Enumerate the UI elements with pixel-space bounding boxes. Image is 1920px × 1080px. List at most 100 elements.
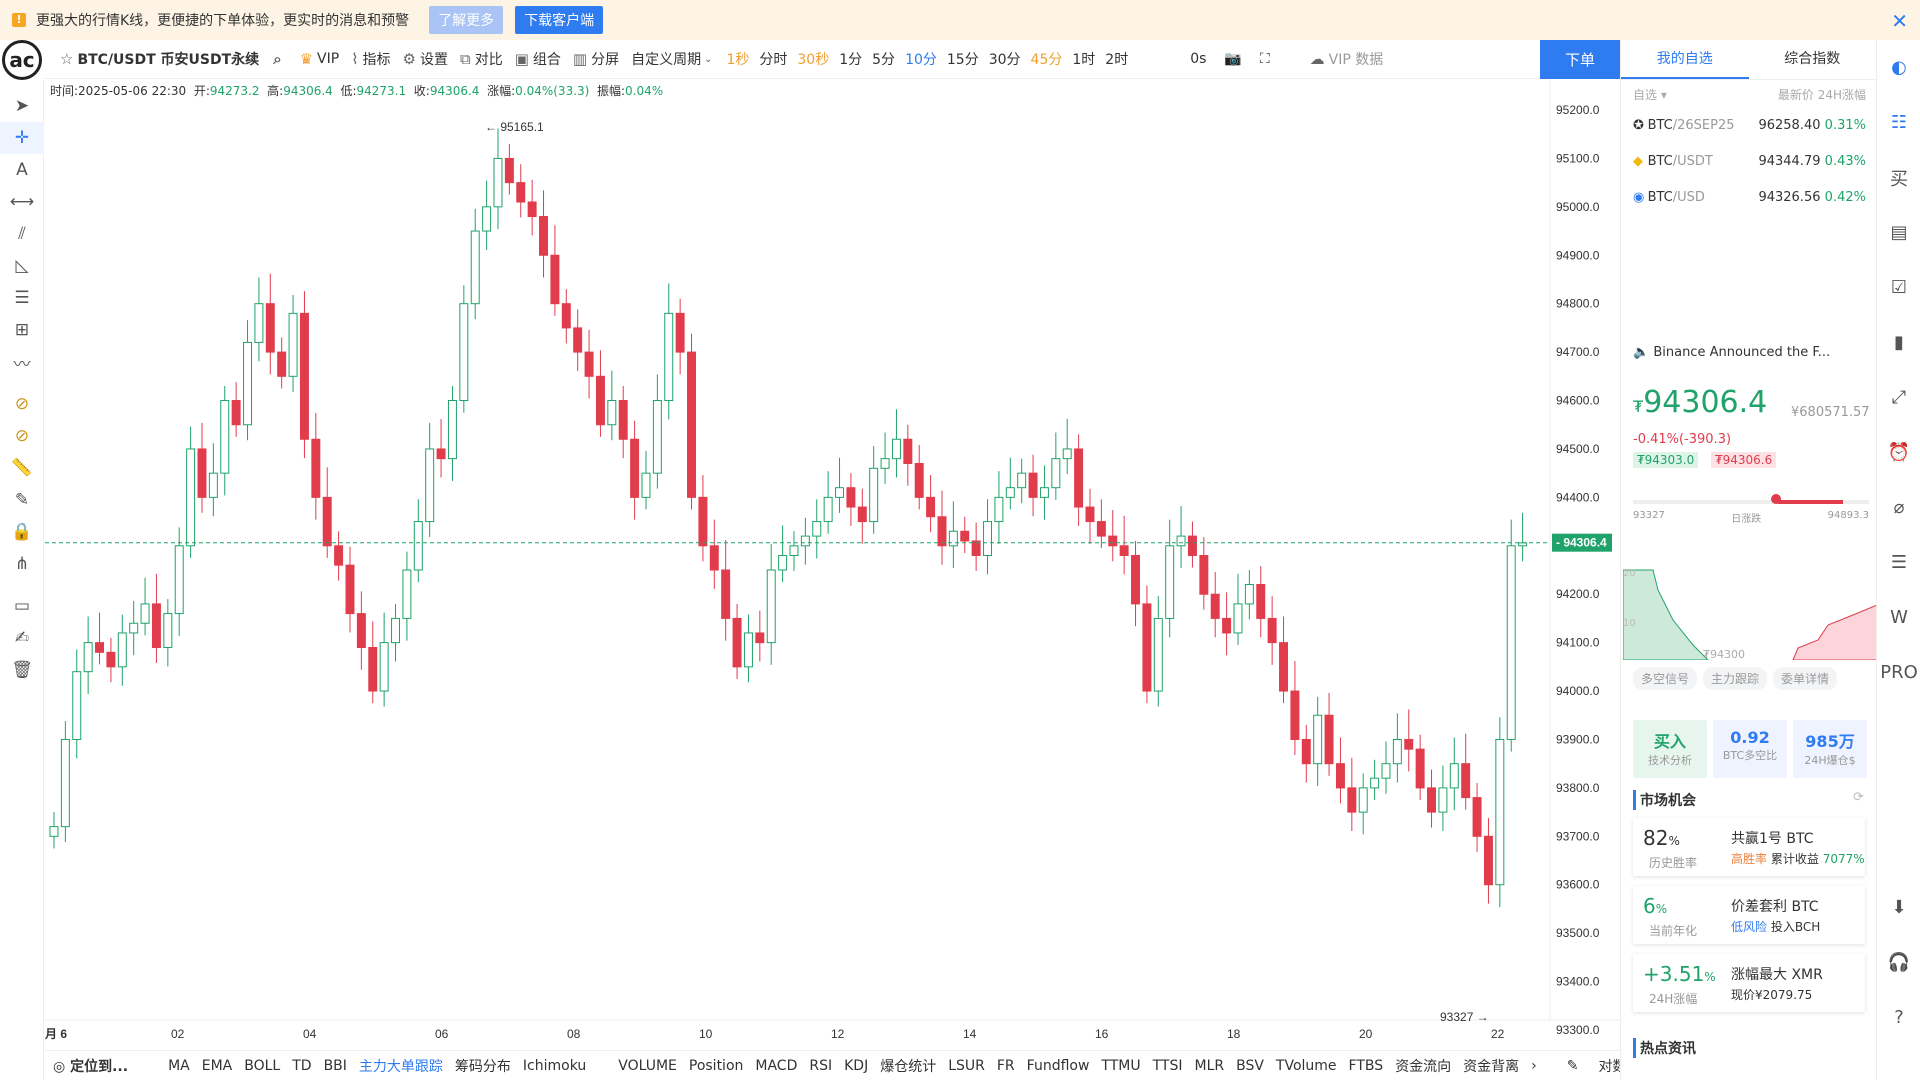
period-45m[interactable]: 45分 [1030,52,1063,68]
refresh-icon[interactable]: ⟳ [1853,790,1864,805]
vip-data-dropdown[interactable]: ☁ VIP 数据 [1310,49,1384,69]
opportunity-card[interactable]: 6% 当前年化 价差套利 BTC 低风险 投入BCH [1633,886,1865,944]
checklist-icon[interactable]: ☑ [1890,277,1908,298]
alarm-icon[interactable]: ⏰ [1887,442,1911,463]
camera-icon[interactable]: 📷 [1224,51,1242,67]
ind-fundflow[interactable]: Fundflow [1026,1057,1090,1074]
bookmark-icon[interactable]: ▭ [13,596,31,616]
watchlist-icon[interactable]: ☷ [1890,112,1908,133]
magnet-icon[interactable]: ⋔ [14,554,30,574]
pro-icon[interactable]: PRO [1880,662,1918,683]
ind-kdj[interactable]: KDJ [844,1057,869,1074]
locate-button[interactable]: ◎ 定位到... [53,1058,129,1075]
long-short-ratio-card[interactable]: 0.92 BTC多空比 [1713,720,1787,778]
signal-long-short[interactable]: 多空信号 [1633,667,1698,690]
crosshair-icon[interactable]: ✛ [0,122,44,154]
ind-volume[interactable]: VOLUME [618,1057,677,1074]
ind-rsi[interactable]: RSI [809,1057,833,1074]
signal-main-force[interactable]: 主力跟踪 [1703,667,1768,690]
combine-button[interactable]: ▣ 组合 [515,49,561,69]
download-icon[interactable]: ⬇ [1891,897,1907,918]
app-icon[interactable]: ◐ [1891,57,1907,78]
rect-tool-icon[interactable]: ⊞ [14,320,30,340]
ind-ttmu[interactable]: TTMU [1101,1057,1141,1074]
ind-liquidation[interactable]: 爆仓统计 [880,1058,937,1075]
trash-icon[interactable]: 🗑 [11,660,33,680]
compass-icon[interactable]: ⌀ [1893,497,1905,518]
ind-fr[interactable]: FR [996,1057,1015,1074]
period-5m[interactable]: 5分 [872,52,896,68]
fullscreen-icon[interactable]: ⛶ [1259,51,1270,67]
watchlist-row[interactable]: ◆ BTC/USDT 94344.79 0.43% [1621,143,1876,179]
period-10m[interactable]: 10分 [905,52,937,68]
ind-tvolume[interactable]: TVolume [1275,1057,1337,1074]
period-30s[interactable]: 30秒 [797,52,830,68]
tech-analysis-card[interactable]: 买入 技术分析 [1633,720,1707,778]
ind-ma[interactable]: MA [168,1057,190,1074]
split-screen-button[interactable]: ▥ 分屏 [573,49,619,69]
indicators-button[interactable]: ⌇ 指标 [351,49,390,69]
close-icon[interactable]: ✕ [1891,9,1908,33]
star-icon[interactable]: ☆ [60,50,74,68]
order-button[interactable]: 下单 [1540,40,1620,79]
opportunity-card[interactable]: 82% 历史胜率 共赢1号 BTC 高胜率 累计收益 7077% [1633,818,1865,876]
edit-icon[interactable]: ✎ [1566,1057,1579,1074]
compare-button[interactable]: ⧉ 对比 [460,49,503,69]
ind-fund-flow[interactable]: 资金流向 [1395,1058,1452,1075]
headset-icon[interactable]: 🎧 [1887,952,1911,973]
triangle-tool-icon[interactable]: ◺ [15,256,29,276]
notes-icon[interactable]: ☰ [1890,552,1908,573]
ind-macd[interactable]: MACD [755,1057,798,1074]
ind-ftbs[interactable]: FTBS [1348,1057,1384,1074]
cursor-icon[interactable]: ➤ [14,96,30,116]
pattern-icon[interactable]: ⊘ [14,394,30,414]
ind-chip[interactable]: 筹码分布 [454,1058,511,1075]
liquidation-card[interactable]: 985万 24H爆仓$ [1793,720,1867,778]
learn-more-button[interactable]: 了解更多 [429,6,504,34]
lock-icon[interactable]: 🔒 [11,522,33,542]
buy-icon[interactable]: 买 [1890,168,1908,190]
ind-fund-divergence[interactable]: 资金背离 [1463,1058,1520,1075]
edit-drawings-icon[interactable]: ✍ [14,628,30,648]
period-1h[interactable]: 1时 [1072,52,1096,68]
period-2h[interactable]: 2时 [1105,52,1129,68]
vip-button[interactable]: ♛ VIP [300,50,340,68]
wallet-icon[interactable]: W [1890,607,1908,628]
candlestick-chart[interactable]: 95200.0 95100.0 95000.0 94900.0 94800.0 94700… [45,80,1620,1050]
ind-boll[interactable]: BOLL [244,1057,281,1074]
download-client-button[interactable]: 下载客户端 [515,6,604,34]
settings-button[interactable]: ⚙ 设置 [403,49,448,69]
period-15m[interactable]: 15分 [946,52,979,68]
ind-td[interactable]: TD [292,1057,312,1074]
period-30m[interactable]: 30分 [988,52,1021,68]
period-1m[interactable]: 1分 [839,52,863,68]
watchlist-filter[interactable]: 自选 ▾ [1633,88,1667,102]
ind-position[interactable]: Position [688,1057,744,1074]
fib-tool-icon[interactable]: ☰ [14,288,30,308]
ruler-icon[interactable]: 📏 [11,458,33,478]
bar-chart-icon[interactable]: ▮ [1894,332,1904,353]
chevron-right-icon[interactable]: › [1531,1057,1537,1074]
ind-bbi[interactable]: BBI [323,1057,347,1074]
logo[interactable]: ac [0,40,44,80]
expand-icon[interactable]: ⤢ [1891,387,1907,408]
tab-watchlist[interactable]: 我的自选 [1621,40,1749,79]
symbol-selector[interactable]: ☆ BTC/USDT 币安USDT永续 ⌕ [60,49,286,69]
watchlist-row[interactable]: ◉ BTC/USD 94326.56 0.42% [1621,179,1876,215]
wave-tool-icon[interactable]: 〰 [13,354,31,375]
log-scale-toggle[interactable]: 对数 [1598,1058,1627,1075]
line-tool-icon[interactable]: ⟷ [9,192,35,212]
parallel-line-icon[interactable]: ⫽ [18,224,26,244]
ind-mlr[interactable]: MLR [1194,1057,1225,1074]
period-1s[interactable]: 1秒 [726,52,750,68]
text-tool-icon[interactable]: A [16,160,28,180]
news-ticker[interactable]: 🔈 Binance Announced the F... [1633,345,1830,360]
search-icon[interactable]: ⌕ [273,50,282,68]
signal-order-detail[interactable]: 委单详情 [1773,667,1838,690]
pattern2-icon[interactable]: ⊘ [14,426,30,446]
ind-bsv[interactable]: BSV [1236,1057,1264,1074]
opportunity-card[interactable]: +3.51% 24H涨幅 涨幅最大 XMR 现价¥2079.75 [1633,954,1865,1012]
period-timeline[interactable]: 分时 [759,52,788,68]
ind-ttsi[interactable]: TTSI [1152,1057,1183,1074]
ind-lsur[interactable]: LSUR [948,1057,985,1074]
